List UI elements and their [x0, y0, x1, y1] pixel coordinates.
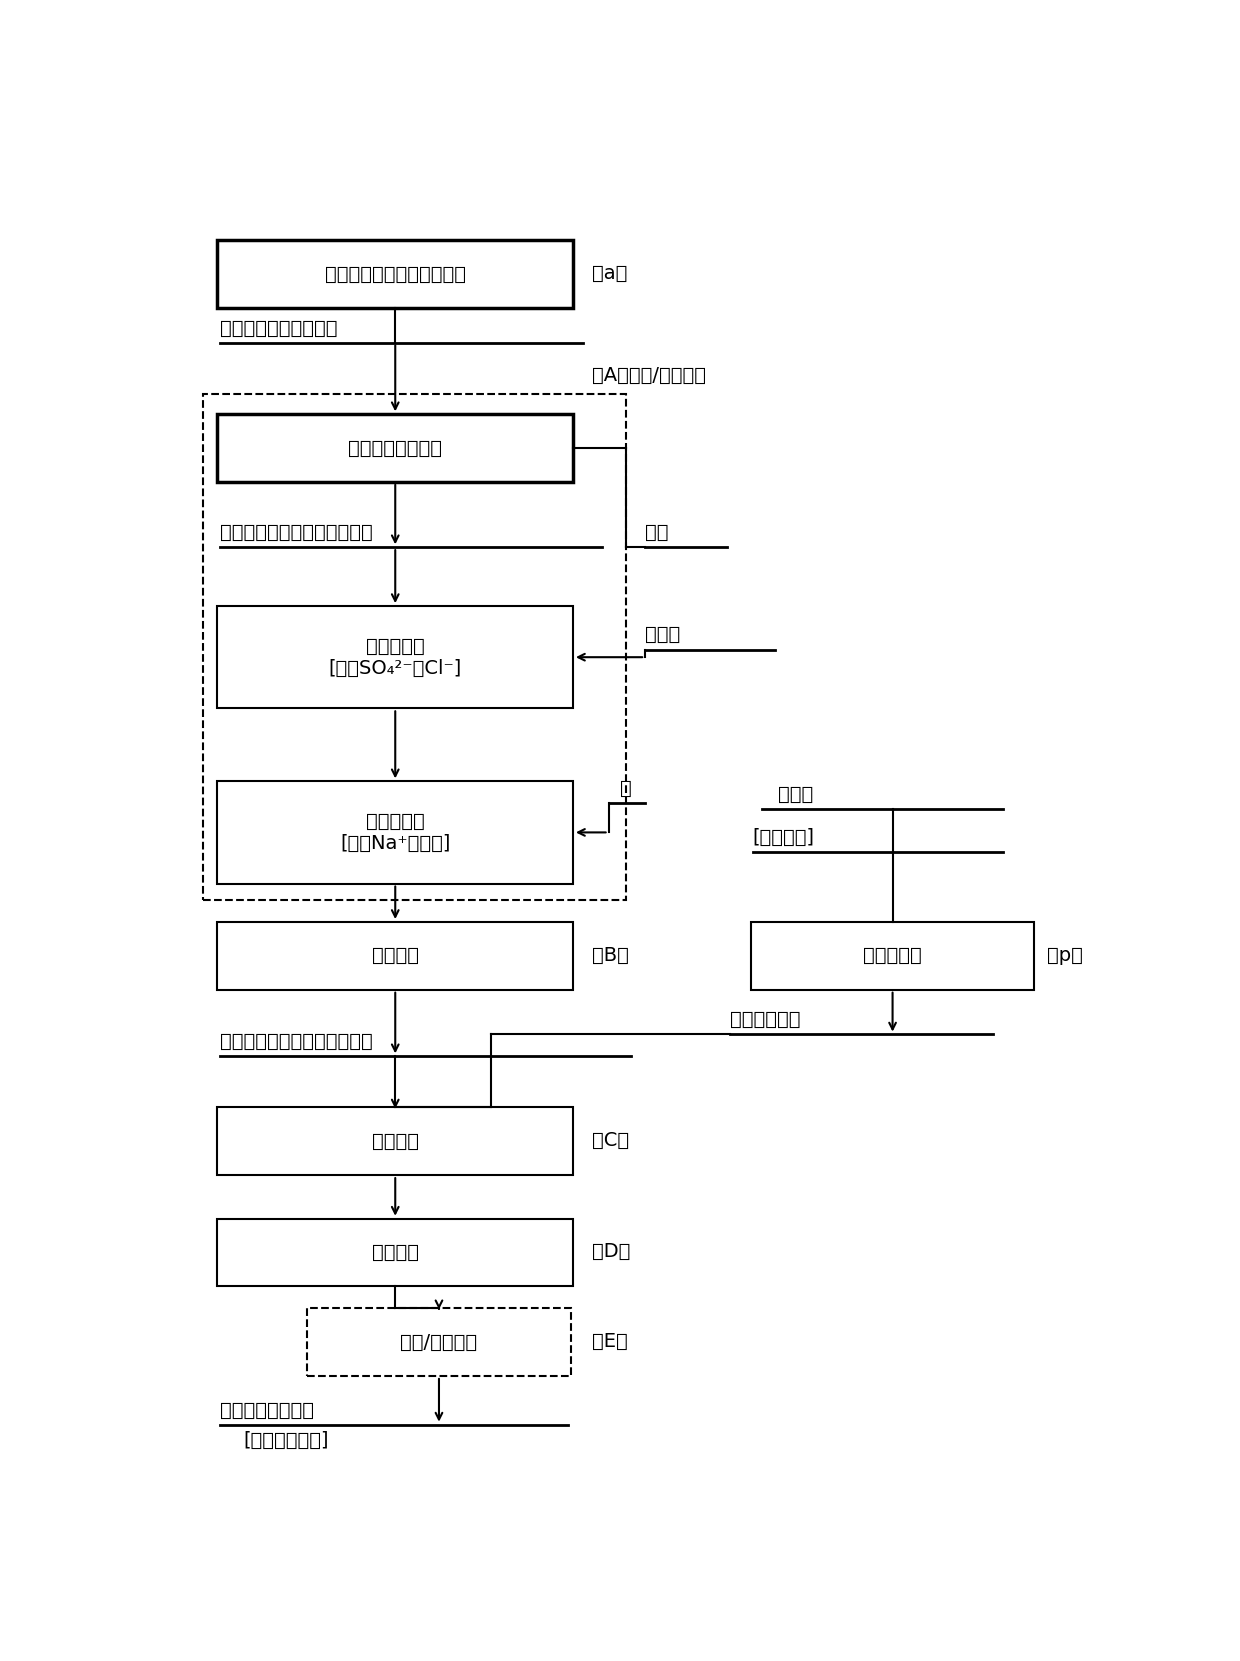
Text: （p）: （p） [1047, 945, 1083, 965]
Bar [217, 1108, 573, 1176]
Text: 滤液: 滤液 [645, 523, 668, 541]
Bar [203, 394, 626, 900]
Text: 金属复合氢氧化物浆料: 金属复合氢氧化物浆料 [221, 319, 337, 337]
Text: （D）: （D） [593, 1242, 631, 1261]
Text: （a）: （a） [593, 264, 627, 282]
Text: 金属复合氢氧化物（干燥物）: 金属复合氢氧化物（干燥物） [221, 1031, 373, 1051]
Text: （A）过滤/洗涤工序: （A）过滤/洗涤工序 [593, 367, 707, 385]
Text: 碱溶液: 碱溶液 [645, 626, 681, 644]
Bar [217, 241, 573, 307]
Text: 干燥工序: 干燥工序 [372, 947, 419, 965]
Text: （C）: （C） [593, 1131, 630, 1149]
Bar [217, 922, 573, 990]
Bar [306, 1309, 572, 1375]
Text: 烧成工序: 烧成工序 [372, 1242, 419, 1262]
Text: [正极活性物质]: [正极活性物质] [243, 1432, 329, 1450]
Text: 混合工序: 混合工序 [372, 1131, 419, 1151]
Text: 解凝/碎解工序: 解凝/碎解工序 [401, 1332, 477, 1352]
Bar [217, 781, 573, 884]
Text: 金属复合氢氧化物制作工序: 金属复合氢氧化物制作工序 [325, 264, 466, 284]
Bar [751, 922, 1034, 990]
Text: 金属复合氢氧化物（过滤物）: 金属复合氢氧化物（过滤物） [221, 523, 373, 541]
Text: （E）: （E） [593, 1332, 627, 1350]
Bar [217, 1219, 573, 1287]
Text: 固液分离（过滤）: 固液分离（过滤） [348, 439, 443, 457]
Text: 锂金属复合氧化物: 锂金属复合氧化物 [221, 1400, 315, 1420]
Text: 微粉碎工序: 微粉碎工序 [863, 947, 923, 965]
Text: （B）: （B） [593, 945, 629, 965]
Text: 微粉锂化合物: 微粉锂化合物 [729, 1010, 800, 1030]
Text: [锂化合物]: [锂化合物] [753, 827, 815, 847]
Bar [217, 606, 573, 708]
Text: 水洗涤工序
[去除Na⁺等杂质]: 水洗涤工序 [去除Na⁺等杂质] [340, 812, 450, 852]
Text: 碱洗涤工序
[去除SO₄²⁻、Cl⁻]: 碱洗涤工序 [去除SO₄²⁻、Cl⁻] [329, 636, 461, 678]
Text: 水: 水 [620, 779, 632, 797]
Bar [217, 414, 573, 482]
Text: 锂原料: 锂原料 [777, 786, 813, 804]
